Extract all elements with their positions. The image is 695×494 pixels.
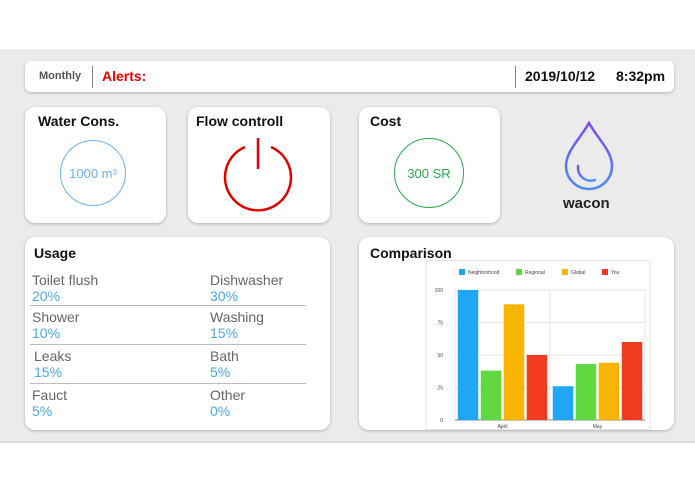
legend-label: You: [611, 270, 620, 276]
legend-swatch: [516, 269, 522, 275]
brand-name: wacon: [563, 195, 610, 212]
bar: [598, 362, 620, 420]
usage-value: 5%: [210, 364, 231, 380]
alerts-label[interactable]: Alerts:: [102, 68, 147, 84]
period-selector[interactable]: Monthly: [39, 70, 82, 82]
usage-card: Usage Toilet flush 20% Dishwasher 30% Sh…: [25, 237, 330, 430]
bar: [526, 355, 548, 420]
usage-label: Fauct: [32, 387, 68, 403]
legend-swatch: [459, 269, 465, 275]
water-consumption-gauge: 1000 m³: [60, 140, 126, 206]
legend-swatch: [602, 269, 608, 275]
bar: [503, 304, 525, 420]
x-tick-label: April: [497, 424, 507, 430]
usage-label: Shower: [32, 309, 80, 325]
power-button-icon[interactable]: [218, 135, 298, 215]
card-title: Water Cons.: [38, 113, 120, 129]
card-title: Comparison: [370, 245, 452, 261]
usage-value: 5%: [32, 403, 53, 419]
time-display: 8:32pm: [616, 68, 666, 84]
bar: [480, 370, 502, 420]
bar: [552, 386, 574, 420]
cost-card[interactable]: Cost 300 SR: [359, 107, 500, 223]
top-bar: Monthly Alerts: 2019/10/12 8:32pm: [25, 61, 674, 92]
y-tick-label: 0: [440, 418, 443, 424]
comparison-card: Comparison 0 25 50 75 100 April May Neighborhoo…: [359, 237, 674, 430]
divider: [0, 441, 695, 443]
usage-item-toilet-flush: Toilet flush 20%: [32, 272, 98, 304]
usage-value: 30%: [210, 288, 239, 304]
usage-item-dishwasher: Dishwasher 30%: [210, 272, 283, 304]
y-tick-label: 50: [437, 353, 443, 359]
divider: [30, 344, 306, 345]
water-consumption-card[interactable]: Water Cons. 1000 m³: [25, 107, 166, 223]
card-title: Usage: [34, 245, 77, 261]
bar: [457, 290, 479, 420]
usage-value: 20%: [32, 288, 61, 304]
legend-label: Regional: [525, 270, 545, 276]
usage-value: 15%: [210, 325, 239, 341]
y-tick-label: 100: [435, 288, 444, 294]
divider: [515, 66, 516, 88]
y-tick-label: 25: [437, 386, 443, 392]
usage-label: Bath: [210, 348, 239, 364]
usage-item-other: Other 0%: [210, 387, 245, 419]
date-display: 2019/10/12: [525, 68, 596, 84]
usage-label: Leaks: [34, 348, 72, 364]
divider: [92, 66, 93, 88]
usage-item-bath: Bath 5%: [210, 348, 239, 380]
water-consumption-value: 1000 m³: [69, 165, 117, 181]
usage-label: Toilet flush: [32, 272, 99, 288]
usage-item-shower: Shower 10%: [32, 309, 79, 341]
usage-value: 0%: [210, 403, 231, 419]
usage-item-washing: Washing 15%: [210, 309, 264, 341]
usage-value: 10%: [32, 325, 61, 341]
divider: [30, 305, 306, 306]
x-tick-label: May: [593, 424, 603, 430]
divider: [30, 383, 306, 384]
usage-item-leaks: Leaks 15%: [34, 348, 71, 380]
cost-gauge: 300 SR: [394, 138, 464, 208]
usage-value: 15%: [34, 364, 63, 380]
usage-item-fauct: Fauct 5%: [32, 387, 67, 419]
legend-label: Neighborhood: [468, 270, 500, 276]
water-drop-icon: [564, 121, 614, 191]
flow-control-card: Flow controll: [188, 107, 330, 223]
bar: [575, 364, 597, 420]
legend-label: Global: [571, 270, 585, 276]
usage-label: Washing: [210, 309, 264, 325]
y-tick-label: 75: [437, 321, 443, 327]
bar: [621, 342, 643, 420]
usage-label: Other: [210, 387, 246, 403]
comparison-chart: 0 25 50 75 100 April May Neighborhood Regional Gl…: [425, 260, 651, 430]
card-title: Flow controll: [196, 113, 284, 129]
cost-value: 300 SR: [407, 165, 451, 181]
card-title: Cost: [370, 113, 402, 129]
legend-swatch: [562, 269, 568, 275]
usage-label: Dishwasher: [210, 272, 284, 288]
